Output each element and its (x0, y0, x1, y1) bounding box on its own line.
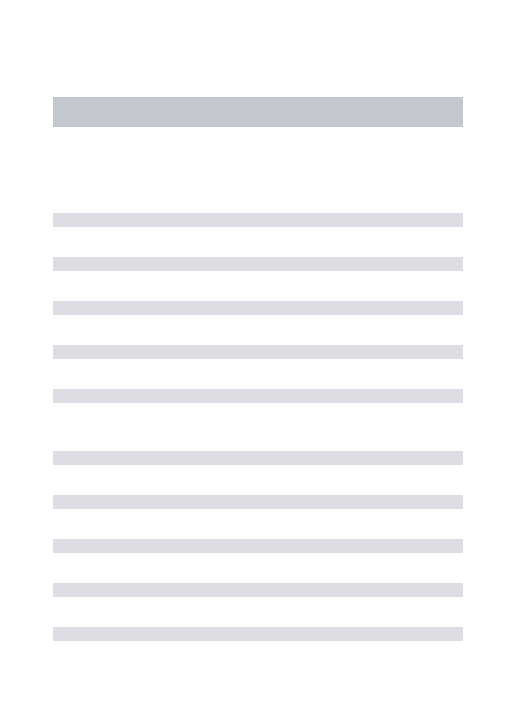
skeleton-line (53, 627, 463, 641)
skeleton-line (53, 495, 463, 509)
skeleton-section-2 (53, 451, 463, 641)
skeleton-line (53, 539, 463, 553)
skeleton-line (53, 583, 463, 597)
skeleton-section-1 (53, 213, 463, 403)
skeleton-line (53, 213, 463, 227)
skeleton-line (53, 257, 463, 271)
skeleton-line (53, 301, 463, 315)
skeleton-title-bar (53, 97, 463, 127)
skeleton-line (53, 389, 463, 403)
skeleton-line (53, 345, 463, 359)
skeleton-line (53, 451, 463, 465)
skeleton-container (0, 0, 516, 641)
